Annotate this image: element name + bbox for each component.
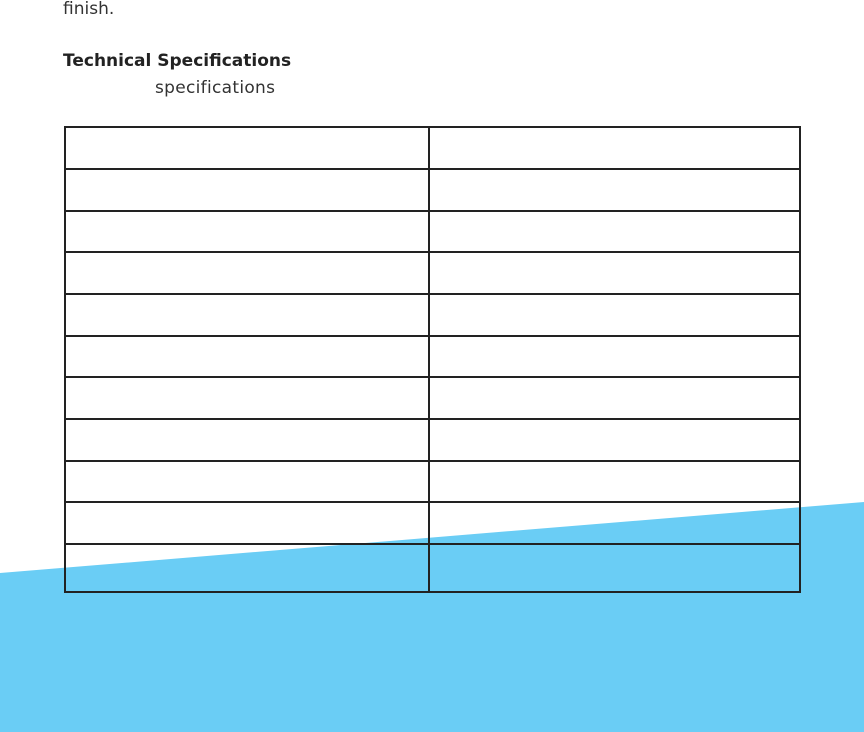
section-subheading: specifications	[155, 78, 276, 98]
blue-shape	[0, 502, 864, 732]
table-border	[64, 126, 801, 593]
body-text: finish.	[63, 0, 115, 19]
section-heading: Technical Specifications	[63, 51, 292, 71]
spec-table	[64, 126, 801, 593]
